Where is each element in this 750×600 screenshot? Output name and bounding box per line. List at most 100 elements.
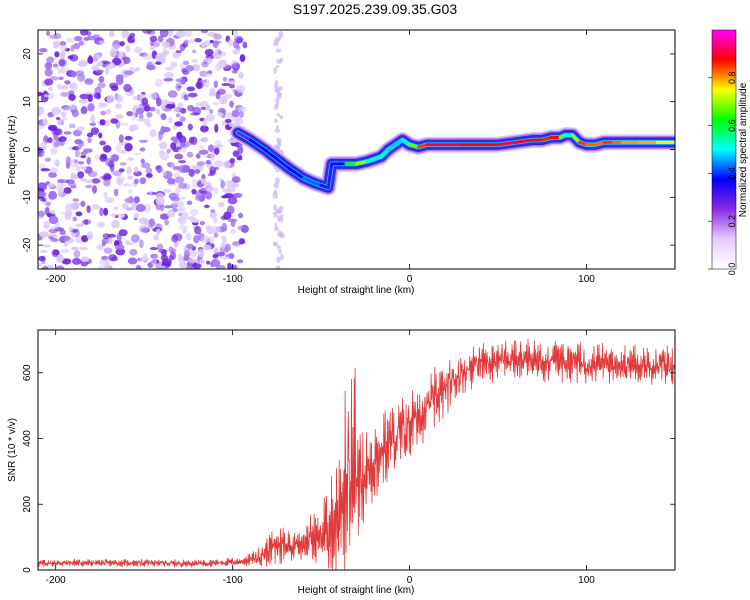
noise-speckle bbox=[166, 148, 171, 154]
noise-speckle bbox=[113, 188, 119, 197]
noise-speckle bbox=[195, 102, 203, 107]
noise-speckle bbox=[47, 137, 53, 144]
noise-speckle bbox=[139, 147, 146, 152]
noise-speckle bbox=[38, 48, 48, 53]
noise-speckle bbox=[140, 227, 149, 233]
noise-speckle bbox=[65, 210, 73, 217]
noise-speckle bbox=[222, 188, 230, 194]
noise-speckle bbox=[168, 116, 173, 124]
noise-speckle bbox=[208, 87, 216, 94]
noise-speckle bbox=[274, 89, 280, 94]
noise-speckle bbox=[189, 250, 197, 258]
noise-speckle bbox=[213, 160, 224, 168]
noise-speckle bbox=[95, 69, 105, 74]
noise-speckle bbox=[216, 112, 223, 116]
noise-speckle bbox=[274, 118, 278, 124]
noise-speckle bbox=[72, 216, 78, 222]
ridge-core-segment bbox=[514, 138, 535, 144]
noise-speckle bbox=[236, 259, 244, 264]
noise-speckle bbox=[212, 225, 221, 234]
noise-speckle bbox=[159, 213, 170, 220]
spectrogram-y-tick-label: 20 bbox=[22, 48, 33, 60]
noise-speckle bbox=[71, 246, 79, 251]
noise-speckle bbox=[48, 215, 59, 225]
noise-speckle bbox=[135, 204, 146, 213]
noise-speckle bbox=[218, 96, 228, 105]
noise-speckle bbox=[172, 200, 179, 205]
noise-speckle bbox=[75, 165, 81, 172]
noise-speckle bbox=[213, 247, 219, 253]
noise-speckle bbox=[115, 114, 124, 119]
noise-speckle bbox=[159, 152, 169, 161]
noise-speckle bbox=[49, 226, 59, 230]
noise-speckle bbox=[278, 248, 283, 254]
noise-speckle bbox=[236, 156, 243, 161]
noise-speckle bbox=[200, 61, 209, 68]
noise-speckle bbox=[124, 143, 133, 152]
ridge-core-segment bbox=[287, 167, 305, 180]
noise-speckle bbox=[123, 83, 132, 93]
noise-speckle bbox=[187, 92, 198, 98]
noise-speckle bbox=[194, 169, 201, 175]
noise-speckle bbox=[273, 204, 277, 210]
noise-speckle bbox=[238, 71, 244, 79]
noise-speckle bbox=[74, 70, 85, 76]
noise-speckle bbox=[175, 82, 182, 92]
ridge-core-segment bbox=[275, 157, 291, 171]
noise-speckle bbox=[55, 265, 65, 269]
noise-speckle bbox=[206, 226, 215, 235]
noise-speckle bbox=[68, 93, 76, 101]
noise-speckle bbox=[76, 144, 83, 151]
noise-speckle bbox=[275, 177, 280, 184]
noise-speckle bbox=[79, 246, 88, 251]
noise-speckle bbox=[177, 164, 188, 174]
noise-speckle bbox=[78, 99, 89, 104]
noise-speckle bbox=[54, 51, 60, 58]
noise-speckle bbox=[52, 249, 60, 256]
noise-speckle bbox=[91, 185, 98, 194]
noise-speckle bbox=[153, 234, 160, 241]
noise-speckle bbox=[154, 53, 165, 62]
noise-speckle bbox=[158, 141, 168, 150]
noise-speckle bbox=[112, 57, 122, 66]
noise-speckle bbox=[167, 209, 175, 218]
noise-speckle bbox=[105, 174, 112, 180]
noise-speckle bbox=[197, 248, 205, 258]
noise-speckle bbox=[60, 235, 71, 242]
noise-speckle bbox=[134, 166, 139, 173]
noise-speckle bbox=[278, 86, 283, 91]
noise-speckle bbox=[273, 83, 279, 90]
noise-speckle bbox=[80, 154, 87, 159]
noise-speckle bbox=[104, 197, 115, 204]
noise-speckle bbox=[55, 182, 65, 192]
noise-speckle bbox=[230, 264, 238, 269]
noise-speckle bbox=[118, 229, 128, 237]
noise-speckle bbox=[47, 87, 54, 91]
snr-x-tick-label: -200 bbox=[46, 575, 66, 586]
colorbar-tick-label: 0.0 bbox=[727, 263, 737, 276]
noise-speckle bbox=[178, 225, 189, 231]
noise-speckle bbox=[56, 83, 63, 90]
noise-speckle bbox=[186, 86, 196, 92]
noise-speckle bbox=[170, 61, 178, 68]
noise-speckle bbox=[188, 38, 196, 44]
noise-speckle bbox=[101, 241, 106, 247]
noise-speckle bbox=[54, 159, 60, 167]
spectrogram-x-ticks: -200 -100 0 100 bbox=[46, 30, 595, 285]
noise-speckle bbox=[49, 75, 59, 81]
noise-speckle bbox=[209, 109, 214, 114]
noise-speckle bbox=[231, 176, 241, 183]
noise-speckle bbox=[132, 96, 139, 101]
noise-speckle bbox=[115, 175, 125, 183]
noise-speckle bbox=[191, 188, 197, 195]
noise-speckle bbox=[229, 158, 236, 164]
noise-speckle bbox=[209, 236, 215, 245]
noise-speckle bbox=[74, 35, 83, 42]
noise-speckle bbox=[65, 156, 71, 165]
noise-speckle bbox=[155, 196, 165, 206]
noise-speckle bbox=[276, 245, 281, 250]
noise-speckle bbox=[51, 106, 62, 116]
noise-speckle bbox=[221, 235, 227, 240]
noise-speckle bbox=[225, 118, 232, 124]
ridge-core-segment bbox=[416, 143, 429, 149]
